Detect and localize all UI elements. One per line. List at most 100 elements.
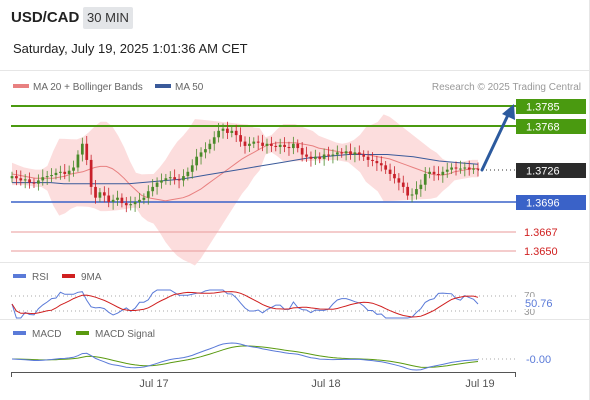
ma50-line <box>12 154 479 185</box>
rsi-ma-line <box>11 291 479 318</box>
candle-body <box>45 176 49 178</box>
candle-body <box>10 176 14 179</box>
s3-value: 1.3650 <box>524 246 558 258</box>
candle-body <box>423 173 427 185</box>
macd-legend-label: MACD <box>32 329 61 340</box>
candle-body <box>89 159 93 187</box>
ma50-legend-swatch <box>155 84 171 88</box>
candle-body <box>353 152 357 155</box>
candle-body <box>190 165 194 172</box>
candle-body <box>120 197 124 204</box>
candle-body <box>379 163 383 166</box>
candle-body <box>261 142 264 146</box>
candle-body <box>164 178 168 181</box>
candle-body <box>186 171 190 177</box>
candle-body <box>63 171 67 174</box>
candlestick-series <box>10 121 480 213</box>
candle-body <box>291 143 295 149</box>
rsi-line <box>11 289 479 319</box>
projection-arrowhead <box>502 104 515 120</box>
candle-body <box>155 182 159 187</box>
candle-body <box>322 154 326 159</box>
ma20-legend-swatch <box>13 84 29 88</box>
candle-body <box>195 156 199 166</box>
candle-body <box>419 184 423 190</box>
candle-body <box>217 130 220 138</box>
rsi-ma-legend-swatch <box>62 274 75 278</box>
candle-body <box>366 156 370 160</box>
candle-body <box>107 195 111 202</box>
rsi-value-bg <box>520 297 558 309</box>
candle-body <box>111 199 115 202</box>
candle-body <box>287 146 291 149</box>
candle-body <box>204 149 207 153</box>
x-tick-jul17: Jul 17 <box>139 378 168 390</box>
candle-body <box>133 202 137 205</box>
candle-body <box>212 137 216 144</box>
candle-body <box>406 186 410 196</box>
candle-body <box>146 191 150 198</box>
candle-body <box>274 145 278 147</box>
macd-line <box>11 342 479 371</box>
candle-body <box>313 156 317 159</box>
candle-body <box>19 178 23 181</box>
candle-body <box>305 154 308 157</box>
candle-body <box>371 159 374 162</box>
candle-body <box>318 156 322 159</box>
datetime-label: Saturday, July 19, 2025 1:01:36 AM CET <box>13 41 248 56</box>
candle-body <box>124 203 128 206</box>
candle-body <box>98 192 102 198</box>
candle-body <box>397 178 401 183</box>
candle-body <box>116 197 119 200</box>
rsi-legend-swatch <box>13 274 26 278</box>
rsi-value: 50.76 <box>525 298 553 310</box>
candle-body <box>243 141 247 146</box>
x-tick-jul19: Jul 19 <box>465 378 494 390</box>
candle-body <box>415 189 418 195</box>
candle-body <box>375 161 379 164</box>
candle-body <box>142 197 146 200</box>
candle-body <box>85 143 89 160</box>
candle-body <box>102 192 106 196</box>
candle-body <box>437 173 440 176</box>
timeframe-badge[interactable]: 30 MIN <box>83 7 133 29</box>
candle-body <box>151 186 155 192</box>
candle-body <box>41 177 45 181</box>
candle-body <box>393 173 396 179</box>
x-tick-jul18: Jul 18 <box>311 378 340 390</box>
candle-body <box>248 143 251 146</box>
candle-body <box>76 154 80 168</box>
candle-body <box>388 169 392 174</box>
candle-body <box>226 128 229 133</box>
candle-body <box>37 180 40 184</box>
ma20-line <box>11 142 478 202</box>
macd-signal-line <box>12 345 479 368</box>
current-price-tag <box>516 163 586 178</box>
ma50-legend-label: MA 50 <box>175 82 204 93</box>
candle-body <box>270 143 273 146</box>
candle-body <box>239 135 242 142</box>
credit-label: Research © 2025 Trading Central <box>432 82 581 93</box>
candle-body <box>335 152 339 155</box>
projection-arrow <box>480 113 510 172</box>
rsi-ma-legend-label: 9MA <box>81 272 102 283</box>
candle-body <box>23 179 27 181</box>
candle-body <box>331 154 335 156</box>
candle-body <box>472 168 475 170</box>
candle-body <box>357 152 361 155</box>
candle-body <box>234 130 238 136</box>
candle-body <box>54 172 58 176</box>
candle-body <box>327 154 330 156</box>
ma20-legend-label: MA 20 + Bollinger Bands <box>33 82 143 93</box>
macd-signal-legend-label: MACD Signal <box>95 329 155 340</box>
candle-body <box>362 154 366 157</box>
s2-value: 1.3667 <box>524 227 558 239</box>
candle-body <box>15 176 18 179</box>
candle-body <box>340 152 344 154</box>
bollinger-band <box>12 114 478 266</box>
candle-body <box>410 194 414 196</box>
candle-body <box>129 204 133 206</box>
macd-signal-legend-swatch <box>76 331 89 335</box>
macd-legend-swatch <box>13 331 26 335</box>
